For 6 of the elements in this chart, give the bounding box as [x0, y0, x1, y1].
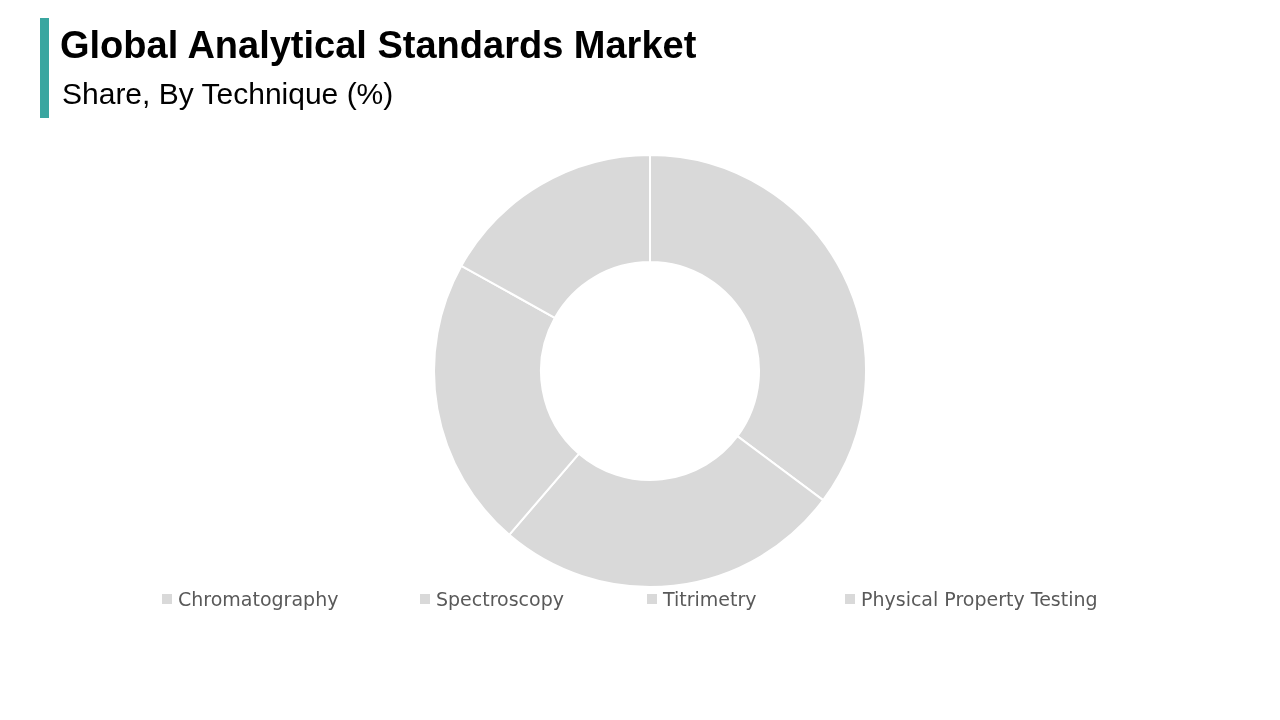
legend-label: Physical Property Testing — [861, 587, 1098, 610]
legend-label: Spectroscopy — [436, 587, 564, 610]
legend-label: Chromatography — [178, 587, 339, 610]
legend-label: Titrimetry — [662, 587, 757, 610]
chart-title: Global Analytical Standards Market — [60, 24, 697, 66]
chart-subtitle: Share, By Technique (%) — [62, 77, 394, 110]
